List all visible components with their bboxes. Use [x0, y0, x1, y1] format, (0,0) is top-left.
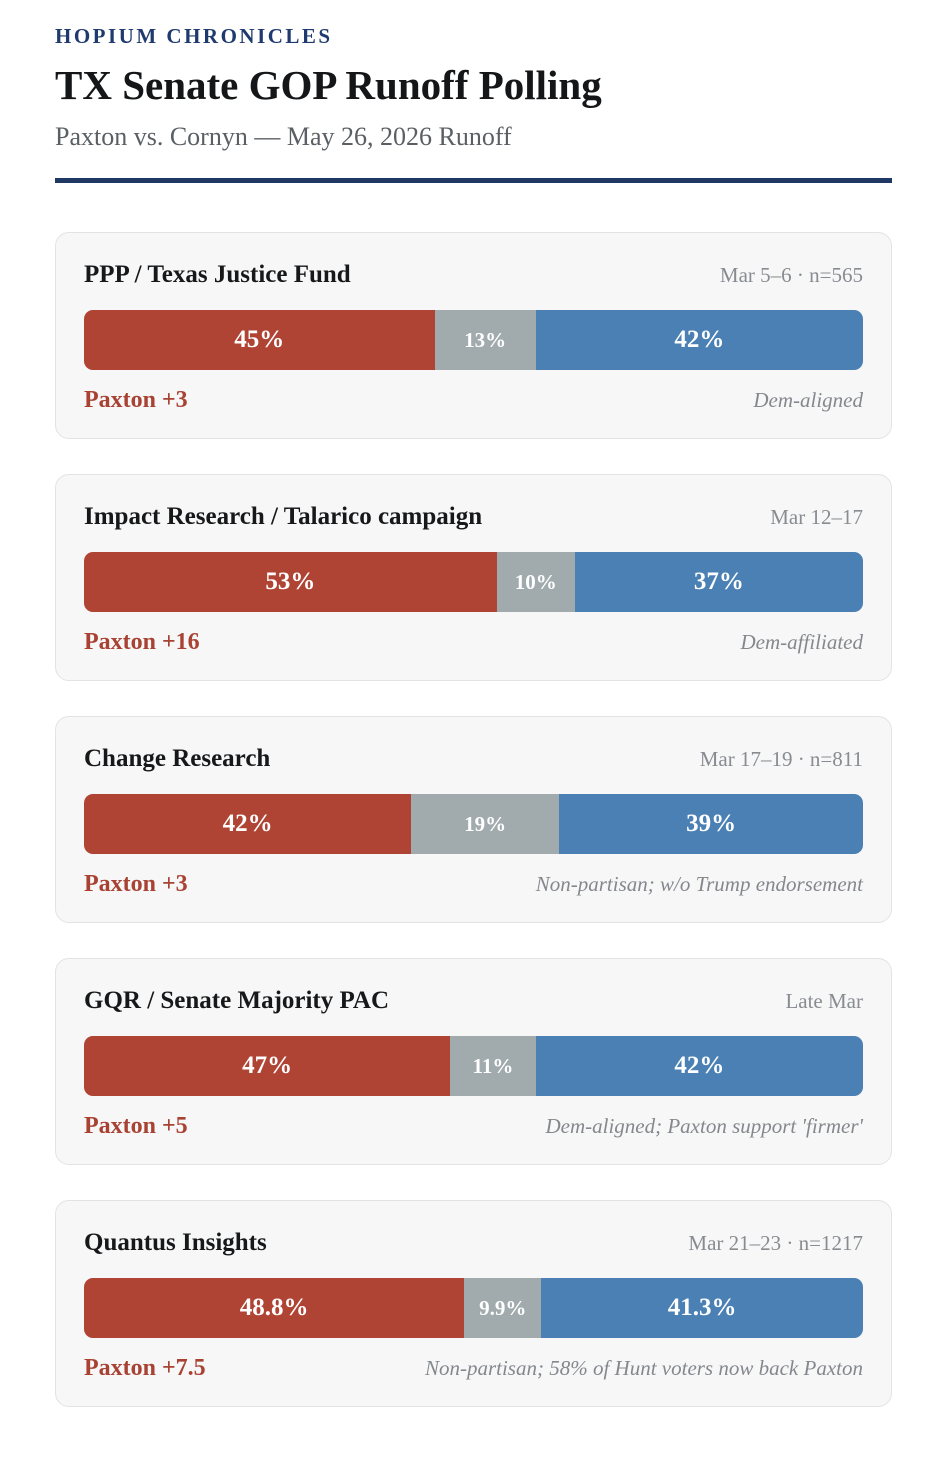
poll-margin-label: Paxton +7.5: [84, 1355, 206, 1382]
page-title: TX Senate GOP Runoff Polling: [55, 62, 602, 108]
pollster-name: Change Research: [84, 745, 271, 773]
poll-note: Dem-aligned: [753, 388, 863, 413]
poll-card-footer: Paxton +3 Non-partisan; w/o Trump endors…: [84, 871, 863, 898]
poll-date-sample: Mar 17–19 · n=811: [699, 747, 863, 772]
poll-margin-label: Paxton +3: [84, 387, 188, 414]
poll-card-footer: Paxton +7.5 Non-partisan; 58% of Hunt vo…: [84, 1355, 863, 1382]
poll-margin-label: Paxton +3: [84, 871, 188, 898]
cornyn-bar-segment: 42%: [535, 310, 863, 371]
paxton-value-label: 45%: [234, 326, 285, 354]
paxton-bar-segment: 53%: [84, 552, 497, 613]
pollster-name: GQR / Senate Majority PAC: [84, 987, 390, 1015]
undecided-bar-segment: 19%: [411, 794, 560, 855]
poll-margin-label: Paxton +16: [84, 629, 200, 656]
publication-kicker: HOPIUM CHRONICLES: [55, 24, 333, 48]
poll-card-footer: Paxton +16 Dem-affiliated: [84, 629, 863, 656]
paxton-value-label: 47%: [242, 1052, 293, 1080]
undecided-value-label: 19%: [464, 811, 507, 836]
cornyn-value-label: 41.3%: [667, 1294, 737, 1322]
poll-result-stacked-bar: 47% 11% 42%: [84, 1036, 863, 1097]
cornyn-bar-segment: 39%: [559, 794, 863, 855]
paxton-bar-segment: 47%: [84, 1036, 451, 1097]
paxton-value-label: 42%: [222, 810, 273, 838]
header-divider: [55, 178, 892, 184]
undecided-value-label: 13%: [464, 327, 507, 352]
poll-card-header: Quantus Insights Mar 21–23 · n=1217: [84, 1229, 863, 1257]
paxton-value-label: 48.8%: [239, 1294, 309, 1322]
cornyn-value-label: 37%: [693, 568, 744, 596]
pollster-name: Quantus Insights: [84, 1229, 267, 1257]
poll-note: Dem-aligned; Paxton support 'firmer': [545, 1114, 863, 1139]
poll-result-stacked-bar: 45% 13% 42%: [84, 310, 863, 371]
poll-date-sample: Mar 5–6 · n=565: [719, 263, 863, 288]
poll-card-footer: Paxton +5 Dem-aligned; Paxton support 'f…: [84, 1113, 863, 1140]
poll-note: Non-partisan; w/o Trump endorsement: [535, 872, 863, 897]
poll-card: PPP / Texas Justice Fund Mar 5–6 · n=565…: [55, 232, 892, 440]
paxton-value-label: 53%: [265, 568, 316, 596]
cornyn-bar-segment: 37%: [574, 552, 863, 613]
poll-date-sample: Late Mar: [785, 989, 863, 1014]
paxton-bar-segment: 42%: [84, 794, 412, 855]
undecided-value-label: 11%: [472, 1053, 514, 1078]
poll-card: Quantus Insights Mar 21–23 · n=1217 48.8…: [55, 1200, 892, 1408]
undecided-bar-segment: 9.9%: [464, 1278, 542, 1339]
cornyn-value-label: 42%: [674, 1052, 725, 1080]
poll-result-stacked-bar: 48.8% 9.9% 41.3%: [84, 1278, 863, 1339]
poll-card-header: Impact Research / Talarico campaign Mar …: [84, 503, 863, 531]
undecided-value-label: 10%: [514, 569, 557, 594]
page-header: HOPIUM CHRONICLES TX Senate GOP Runoff P…: [55, 24, 892, 184]
poll-card-header: GQR / Senate Majority PAC Late Mar: [84, 987, 863, 1015]
poll-note: Dem-affiliated: [740, 630, 863, 655]
cornyn-value-label: 42%: [674, 326, 725, 354]
undecided-bar-segment: 10%: [496, 552, 575, 613]
poll-card: Impact Research / Talarico campaign Mar …: [55, 474, 892, 682]
poll-date-sample: Mar 12–17: [770, 505, 863, 530]
page-subtitle: Paxton vs. Cornyn — May 26, 2026 Runoff: [55, 122, 512, 152]
cornyn-bar-segment: 42%: [535, 1036, 863, 1097]
undecided-bar-segment: 11%: [450, 1036, 536, 1097]
poll-card-header: PPP / Texas Justice Fund Mar 5–6 · n=565: [84, 261, 863, 289]
poll-date-sample: Mar 21–23 · n=1217: [688, 1231, 863, 1256]
poll-result-stacked-bar: 42% 19% 39%: [84, 794, 863, 855]
poll-card-footer: Paxton +3 Dem-aligned: [84, 387, 863, 414]
undecided-value-label: 9.9%: [479, 1295, 527, 1320]
poll-card-header: Change Research Mar 17–19 · n=811: [84, 745, 863, 773]
undecided-bar-segment: 13%: [434, 310, 536, 371]
poll-result-stacked-bar: 53% 10% 37%: [84, 552, 863, 613]
cornyn-value-label: 39%: [686, 810, 737, 838]
poll-card: GQR / Senate Majority PAC Late Mar 47% 1…: [55, 958, 892, 1166]
poll-note: Non-partisan; 58% of Hunt voters now bac…: [424, 1356, 863, 1381]
poll-cards-list: PPP / Texas Justice Fund Mar 5–6 · n=565…: [55, 232, 892, 1408]
poll-margin-label: Paxton +5: [84, 1113, 188, 1140]
cornyn-bar-segment: 41.3%: [541, 1278, 863, 1339]
pollster-name: PPP / Texas Justice Fund: [84, 261, 351, 289]
paxton-bar-segment: 48.8%: [84, 1278, 465, 1339]
paxton-bar-segment: 45%: [84, 310, 435, 371]
pollster-name: Impact Research / Talarico campaign: [84, 503, 483, 531]
poll-card: Change Research Mar 17–19 · n=811 42% 19…: [55, 716, 892, 924]
